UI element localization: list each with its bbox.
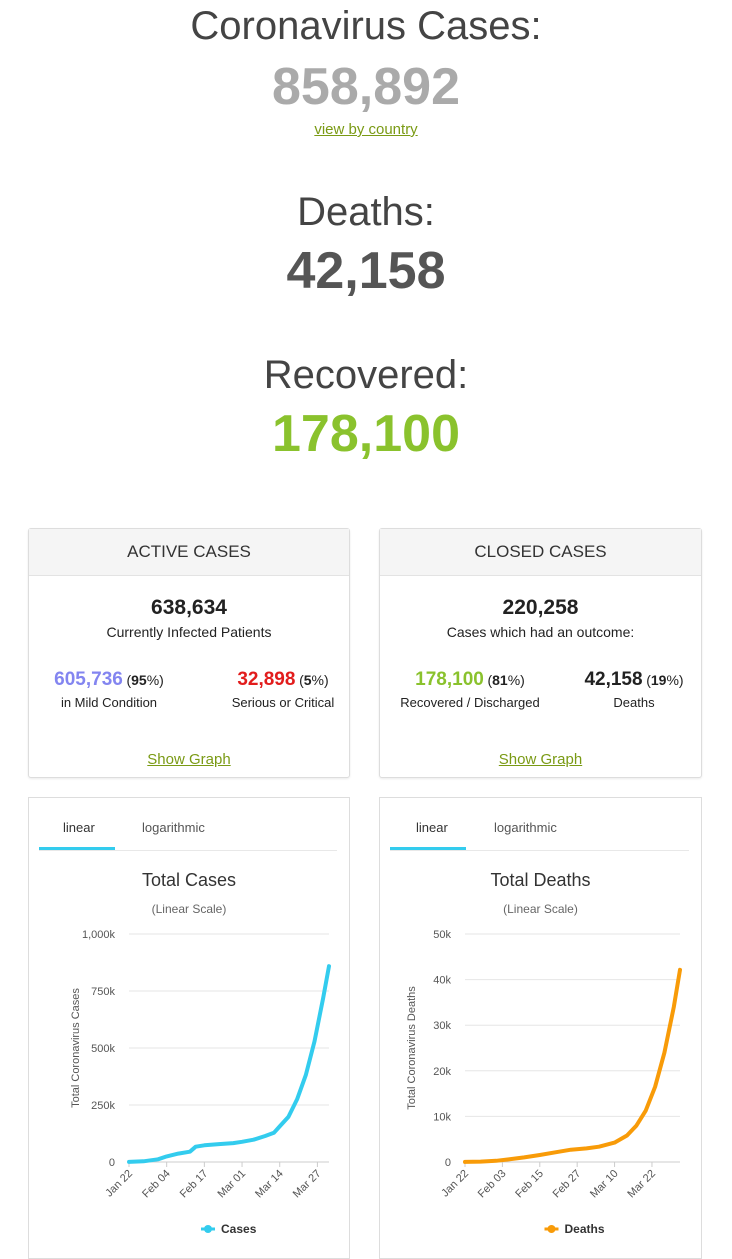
y-tick-label: 40k [433,975,451,987]
y-tick-label: 0 [445,1157,451,1169]
tab-active-indicator [39,847,115,850]
y-tick-label: 1,000k [82,929,116,941]
x-tick-label: Jan 22 [103,1168,135,1200]
tab-linear[interactable]: linear [416,820,448,835]
series-line-deaths [463,967,682,1164]
cases-chart-tabs: linear logarithmic [39,798,337,851]
tab-logarithmic[interactable]: logarithmic [494,820,557,835]
rec-pct: 81 [492,672,508,688]
closed-cases-panel: CLOSED CASES 220,258 Cases which had an … [379,528,702,778]
y-axis-label: Total Coronavirus Deaths [406,986,418,1110]
mild-pct: 95 [131,672,147,688]
x-tick-label: Mar 22 [625,1168,658,1201]
y-tick-label: 750k [91,986,115,998]
x-tick-label: Mar 27 [291,1168,324,1201]
chart-subtitle: (Linear Scale) [503,902,578,916]
deaths-block: Deaths: 42,158 [0,190,732,301]
active-total: 638,634 [151,596,227,619]
y-tick-label: 250k [91,1100,115,1112]
closed-deaths-caption: Deaths [613,695,655,710]
y-tick-label: 10k [433,1111,451,1123]
cases-count: 858,892 [272,58,460,116]
recovered-caption: Recovered / Discharged [400,695,540,710]
legend-marker [204,1225,212,1233]
y-tick-label: 0 [109,1157,115,1169]
closed-deaths-value: 42,158 [584,669,643,690]
x-tick-label: Feb 15 [513,1168,546,1201]
legend-label: Deaths [565,1222,605,1236]
x-tick-label: Feb 04 [140,1168,173,1201]
view-by-country-link[interactable]: view by country [314,121,418,138]
y-tick-label: 30k [433,1020,451,1032]
serious-value: 32,898 [237,669,296,690]
closed-show-graph-link[interactable]: Show Graph [498,751,583,768]
closed-deaths-stat: 42,158 (19%) Deaths [576,669,692,710]
deaths-pct: 19 [650,672,667,688]
recovered-count: 178,100 [272,405,460,463]
total-deaths-chart-panel: linear logarithmic Total Deaths (Linear … [379,797,702,1259]
recovered-label: Recovered: [263,353,469,397]
serious-pct-close: %) [311,672,329,688]
recovered-stat: 178,100 (81%) Recovered / Discharged [390,669,550,710]
closed-total-caption: Cases which had an outcome: [446,624,635,640]
active-total-caption: Currently Infected Patients [106,624,272,640]
chart-title: Total Deaths [490,870,591,890]
x-tick-label: Mar 10 [588,1168,621,1201]
closed-total: 220,258 [502,596,579,619]
active-show-graph-link[interactable]: Show Graph [147,751,231,768]
x-tick-label: Jan 22 [439,1168,471,1200]
y-tick-label: 20k [433,1066,451,1078]
serious-stat: 32,898 (5%) Serious or Critical [221,669,345,710]
x-tick-label: Feb 03 [476,1168,509,1201]
deaths-pct-open: ( [646,672,651,688]
rec-pct-open: ( [487,672,493,688]
closed-recovered-value: 178,100 [415,669,484,690]
x-tick-label: Mar 14 [253,1168,286,1201]
closed-cases-title: CLOSED CASES [380,529,701,576]
total-cases-chart-panel: linear logarithmic Total Cases (Linear S… [28,797,350,1259]
deaths-chart-tabs: linear logarithmic [390,798,689,851]
active-cases-panel: ACTIVE CASES 638,634 Currently Infected … [28,528,350,778]
mild-pct-close: %) [146,672,164,688]
mild-pct-open: ( [126,672,132,688]
series-line-cases [127,964,331,1164]
mild-stat: 605,736 (95%) in Mild Condition [43,669,175,710]
recovered-block: Recovered: 178,100 [0,353,732,464]
legend-label: Cases [221,1222,257,1236]
active-cases-title: ACTIVE CASES [29,529,349,576]
total-deaths-chart: 0 10k 20k 30k 40k 50k Total Coronavirus Deaths… [406,929,682,1236]
tab-logarithmic[interactable]: logarithmic [142,820,205,835]
chart-title: Total Cases [141,870,237,890]
deaths-count: 42,158 [286,242,446,300]
cases-label: Coronavirus Cases: [190,4,542,48]
y-tick-label: 500k [91,1043,115,1055]
mild-caption: in Mild Condition [60,695,158,710]
total-cases-chart: 0 250k 500k 750k 1,000k Total Coronavirus Cas… [70,929,331,1236]
serious-caption: Serious or Critical [231,695,335,710]
x-tick-label: Feb 17 [178,1168,211,1201]
mild-value: 605,736 [54,669,123,690]
deaths-label: Deaths: [297,190,435,234]
serious-pct: 5 [303,672,312,688]
tab-active-indicator [390,847,466,850]
x-tick-label: Mar 01 [215,1168,248,1201]
tab-linear[interactable]: linear [63,820,95,835]
cases-block: Coronavirus Cases: 858,892 view by count… [0,4,732,139]
legend-marker [547,1225,556,1233]
rec-pct-close: %) [507,672,525,688]
y-axis-label: Total Coronavirus Cases [70,988,82,1108]
y-tick-label: 50k [433,929,451,941]
deaths-pct-close: %) [666,672,684,688]
serious-pct-open: ( [299,672,304,688]
x-tick-label: Feb 27 [551,1168,584,1201]
chart-subtitle: (Linear Scale) [151,902,227,916]
